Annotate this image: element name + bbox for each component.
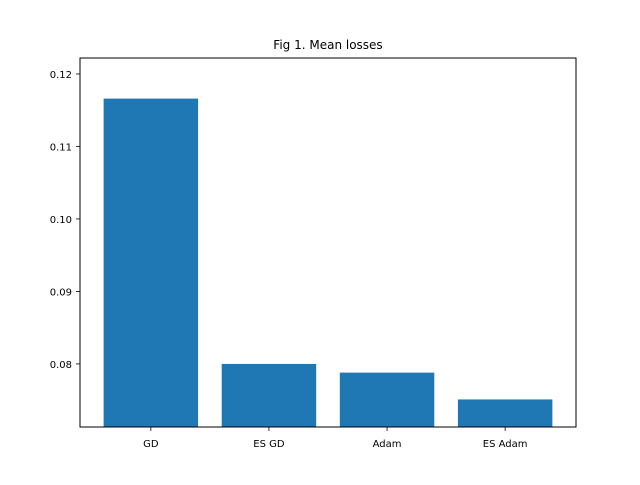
bars-layer xyxy=(103,98,553,427)
chart-title: Fig 1. Mean losses xyxy=(273,38,382,52)
x-tick-label: GD xyxy=(143,439,159,450)
plot-frame xyxy=(79,57,577,428)
bar-gd xyxy=(103,98,199,427)
x-tick-label: ES GD xyxy=(253,439,285,450)
bar-es-adam xyxy=(457,399,553,427)
bar-es-gd xyxy=(221,363,317,427)
y-axis: 0.08 0.09 0.10 0.11 0.12 xyxy=(50,70,80,371)
x-axis: GD ES GD Adam ES Adam xyxy=(143,427,528,450)
y-tick-label: 0.10 xyxy=(50,215,72,226)
x-tick-label: Adam xyxy=(373,439,402,450)
bar-adam xyxy=(339,372,435,427)
y-tick-label: 0.11 xyxy=(50,142,72,153)
y-tick-label: 0.09 xyxy=(50,287,72,298)
y-tick-label: 0.12 xyxy=(50,70,72,81)
x-tick-label: ES Adam xyxy=(483,439,528,450)
y-tick-label: 0.08 xyxy=(50,360,72,371)
